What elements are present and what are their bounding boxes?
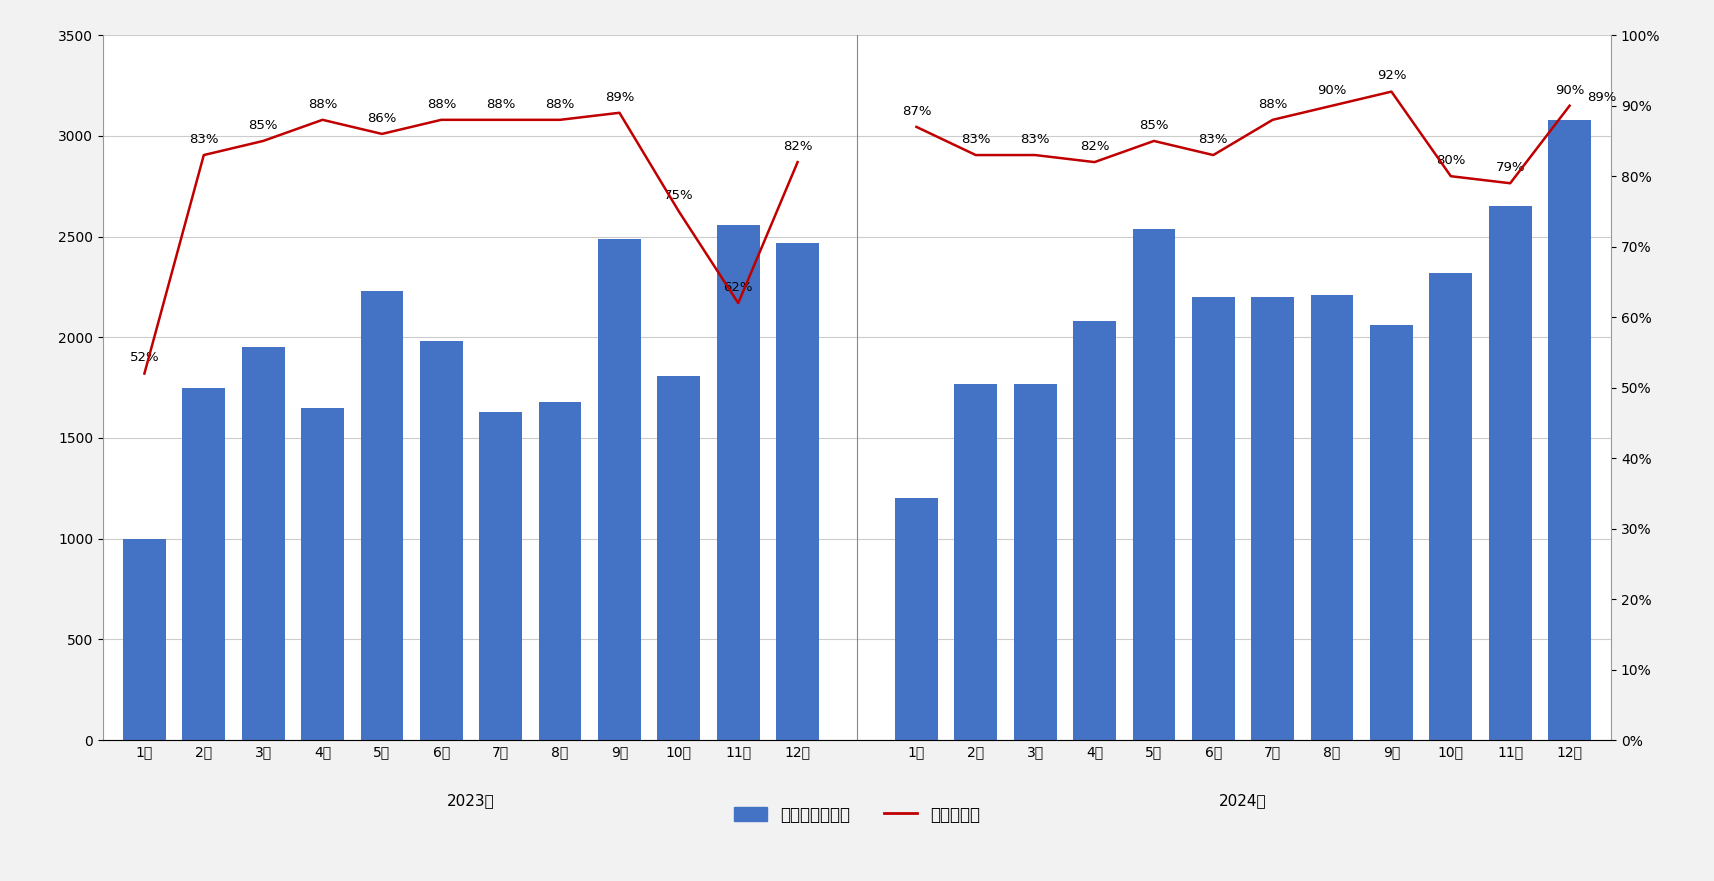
Bar (658, 375, 701, 740)
Text: 83%: 83% (962, 133, 991, 146)
Text: 88%: 88% (427, 98, 456, 111)
Bar (776, 242, 819, 740)
Bar (1013, 383, 1056, 740)
Bar (1369, 325, 1412, 740)
Text: 82%: 82% (783, 140, 812, 153)
Bar (1251, 297, 1294, 740)
Text: 83%: 83% (1020, 133, 1051, 146)
Text: 75%: 75% (663, 189, 694, 203)
Text: 92%: 92% (1376, 70, 1405, 83)
Text: 88%: 88% (309, 98, 338, 111)
Bar (123, 538, 166, 740)
Bar (1191, 297, 1234, 740)
Bar (598, 239, 641, 740)
Bar (302, 408, 345, 740)
Text: 88%: 88% (487, 98, 516, 111)
Bar (1548, 120, 1591, 740)
Text: 88%: 88% (1258, 98, 1287, 111)
Legend: 出货量（万部）, 出货量占比: 出货量（万部）, 出货量占比 (727, 799, 987, 831)
Text: 89%: 89% (605, 91, 634, 104)
Bar (1133, 228, 1176, 740)
Text: 83%: 83% (1198, 133, 1227, 146)
Text: 2023年: 2023年 (447, 793, 495, 808)
Text: 85%: 85% (1140, 119, 1169, 132)
Bar (1489, 206, 1532, 740)
Text: 82%: 82% (1080, 140, 1109, 153)
Bar (1429, 273, 1472, 740)
Text: 52%: 52% (130, 352, 159, 365)
Bar (360, 291, 403, 740)
Bar (420, 341, 463, 740)
Text: 2024年: 2024年 (1219, 793, 1267, 808)
Text: 79%: 79% (1495, 161, 1525, 174)
Text: 86%: 86% (367, 112, 396, 125)
Text: 89%: 89% (1587, 91, 1616, 104)
Bar (716, 225, 759, 740)
Text: 85%: 85% (249, 119, 278, 132)
Text: 88%: 88% (545, 98, 574, 111)
Text: 90%: 90% (1318, 84, 1347, 97)
Bar (895, 499, 938, 740)
Text: 90%: 90% (1555, 84, 1584, 97)
Text: 83%: 83% (189, 133, 219, 146)
Bar (1073, 322, 1116, 740)
Bar (538, 402, 581, 740)
Bar (955, 383, 998, 740)
Text: 80%: 80% (1436, 154, 1465, 167)
Bar (182, 388, 225, 740)
Bar (480, 411, 523, 740)
Bar (242, 347, 285, 740)
Text: 62%: 62% (723, 281, 752, 294)
Bar (1311, 295, 1354, 740)
Text: 87%: 87% (902, 105, 931, 118)
